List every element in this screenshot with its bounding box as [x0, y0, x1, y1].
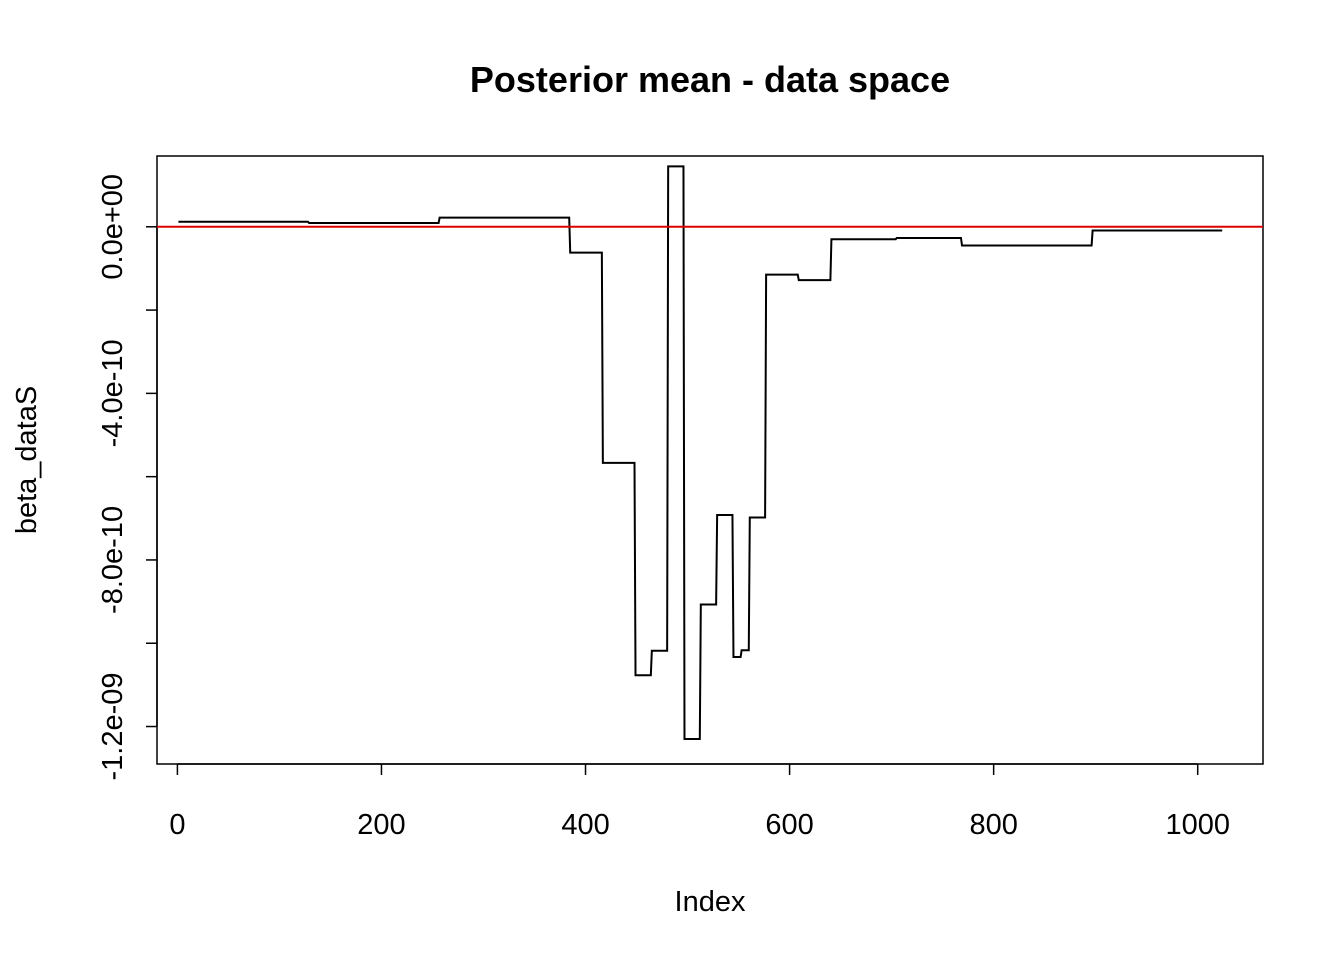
- x-axis-label: Index: [675, 886, 746, 918]
- y-tick-label: -4.0e-10: [97, 339, 129, 447]
- x-tick-label: 800: [969, 809, 1017, 841]
- y-tick-label: -1.2e-09: [97, 673, 129, 781]
- y-axis: 0.0e+00 -4.0e-10 -8.0e-10 -1.2e-09: [97, 174, 158, 781]
- series-line: [178, 165, 1223, 741]
- x-tick-label: 200: [357, 809, 405, 841]
- y-axis-label: beta_dataS: [11, 386, 43, 534]
- x-axis: 0 200 400 600 800 1000: [169, 763, 1230, 841]
- x-tick-label: 0: [169, 809, 185, 841]
- x-tick-label: 1000: [1165, 809, 1230, 841]
- series-layer: [157, 165, 1263, 741]
- chart-title: Posterior mean - data space: [470, 59, 950, 100]
- y-tick-label: 0.0e+00: [97, 174, 129, 280]
- x-tick-label: 600: [765, 809, 813, 841]
- y-tick-label: -8.0e-10: [97, 506, 129, 614]
- x-tick-label: 400: [561, 809, 609, 841]
- plot-frame: [156, 155, 1264, 765]
